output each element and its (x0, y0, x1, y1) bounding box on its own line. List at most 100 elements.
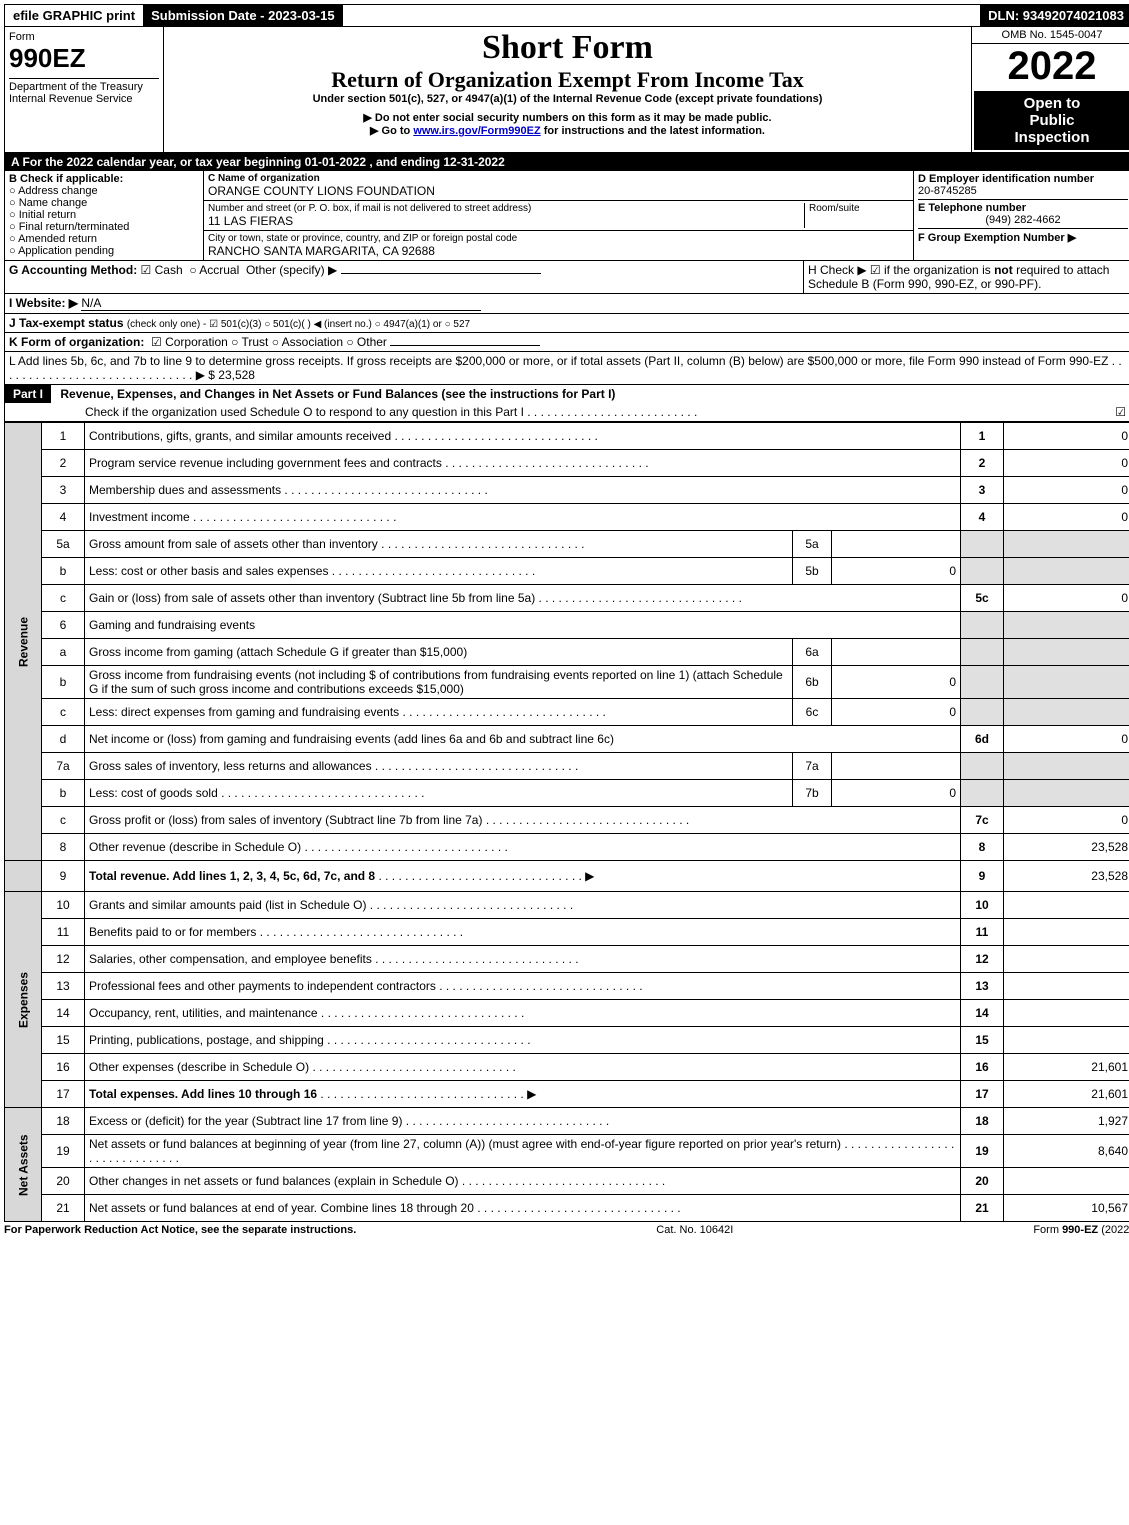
line-num: 1 (42, 423, 85, 450)
dots (375, 869, 582, 883)
table-row: 2 Program service revenue including gove… (5, 450, 1129, 477)
line-num: b (42, 558, 85, 585)
g-other-line[interactable] (341, 273, 541, 274)
table-row: d Net income or (loss) from gaming and f… (5, 726, 1129, 753)
k-other-line[interactable] (390, 345, 540, 346)
shade-cell (961, 753, 1004, 780)
lines-table: Revenue 1 Contributions, gifts, grants, … (4, 422, 1129, 1222)
line-num: 13 (42, 973, 85, 1000)
ssn-warning: ▶ Do not enter social security numbers o… (170, 111, 965, 124)
org-street: 11 LAS FIERAS (208, 214, 804, 228)
line-value (1004, 973, 1129, 1000)
b-final-return[interactable]: Final return/terminated (9, 221, 199, 233)
table-row: Revenue 1 Contributions, gifts, grants, … (5, 423, 1129, 450)
line-value (1004, 1000, 1129, 1027)
k-opts: ☑ Corporation ○ Trust ○ Association ○ Ot… (151, 335, 387, 349)
line-num: 6 (42, 612, 85, 639)
line-box: 6d (961, 726, 1004, 753)
line-value: 0 (1004, 450, 1129, 477)
b-application-pending[interactable]: Application pending (9, 245, 199, 257)
dots (317, 1087, 524, 1101)
c-addr-row: Number and street (or P. O. box, if mail… (204, 201, 913, 231)
line-value: 23,528 (1004, 861, 1129, 892)
sub-value (832, 531, 961, 558)
shade-cell (1004, 753, 1129, 780)
line-num: 5a (42, 531, 85, 558)
line-desc: Gross income from fundraising events (no… (85, 666, 793, 699)
line-num: b (42, 666, 85, 699)
line-box: 8 (961, 834, 1004, 861)
line-box: 9 (961, 861, 1004, 892)
e-label: E Telephone number (918, 199, 1128, 214)
top-bar: efile GRAPHIC print Submission Date - 20… (4, 4, 1129, 27)
line-value: 0 (1004, 504, 1129, 531)
line-desc: Printing, publications, postage, and shi… (85, 1027, 961, 1054)
line-box: 16 (961, 1054, 1004, 1081)
b-name-change[interactable]: Name change (9, 197, 199, 209)
header-left: Form 990EZ Department of the Treasury In… (5, 27, 164, 152)
line-value: 21,601 (1004, 1054, 1129, 1081)
sub-value: 0 (832, 699, 961, 726)
line-box: 18 (961, 1108, 1004, 1135)
sub-box: 5a (793, 531, 832, 558)
shade-cell (961, 558, 1004, 585)
part-i-checkbox[interactable] (1115, 405, 1126, 419)
cat-number: Cat. No. 10642I (656, 1224, 733, 1236)
shade-cell (1004, 612, 1129, 639)
line-value: 0 (1004, 477, 1129, 504)
line-desc: Other revenue (describe in Schedule O) (85, 834, 961, 861)
section-c: C Name of organization ORANGE COUNTY LIO… (204, 171, 913, 260)
line-num: 12 (42, 946, 85, 973)
table-row: 14 Occupancy, rent, utilities, and maint… (5, 1000, 1129, 1027)
line-box: 19 (961, 1135, 1004, 1168)
shade-cell (1004, 558, 1129, 585)
main-title: Return of Organization Exempt From Incom… (170, 67, 965, 93)
line-desc: Total revenue. Add lines 1, 2, 3, 4, 5c,… (85, 861, 961, 892)
line-desc: Grants and similar amounts paid (list in… (85, 892, 961, 919)
irs-label: Internal Revenue Service (9, 93, 159, 105)
b-amended-return[interactable]: Amended return (9, 233, 199, 245)
expenses-label: Expenses (5, 892, 42, 1108)
goto-link[interactable]: www.irs.gov/Form990EZ (413, 125, 540, 137)
line-num: d (42, 726, 85, 753)
phone-value: (949) 282-4662 (918, 214, 1128, 226)
table-row: 15 Printing, publications, postage, and … (5, 1027, 1129, 1054)
header-right: OMB No. 1545-0047 2022 Open to Public In… (971, 27, 1129, 152)
b-initial-return[interactable]: Initial return (9, 209, 199, 221)
line-value (1004, 1168, 1129, 1195)
b-address-change[interactable]: Address change (9, 185, 199, 197)
c-addr-label: Number and street (or P. O. box, if mail… (208, 203, 804, 214)
line-box: 10 (961, 892, 1004, 919)
shade-cell (1004, 699, 1129, 726)
line-box: 15 (961, 1027, 1004, 1054)
shade-cell (1004, 639, 1129, 666)
g-cash[interactable]: Cash (141, 263, 183, 277)
g-accrual[interactable]: Accrual (189, 263, 239, 277)
line-box: 2 (961, 450, 1004, 477)
sub-value: 0 (832, 666, 961, 699)
table-row: c Less: direct expenses from gaming and … (5, 699, 1129, 726)
section-h: H Check ▶ ☑ if the organization is not r… (803, 261, 1129, 293)
open-line-3: Inspection (980, 129, 1124, 146)
line-num: 9 (42, 861, 85, 892)
c-name-label: C Name of organization (208, 173, 909, 184)
b-title: B Check if applicable: (9, 173, 199, 185)
line-num: c (42, 699, 85, 726)
line-value: 0 (1004, 726, 1129, 753)
arrow-icon (524, 1087, 537, 1101)
line-value (1004, 919, 1129, 946)
section-b: B Check if applicable: Address change Na… (5, 171, 204, 260)
line-desc: Salaries, other compensation, and employ… (85, 946, 961, 973)
line-desc: Investment income (85, 504, 961, 531)
line-num: 14 (42, 1000, 85, 1027)
line-desc: Contributions, gifts, grants, and simila… (85, 423, 961, 450)
line-box: 21 (961, 1195, 1004, 1222)
j-row: J Tax-exempt status (check only one) - ☑… (4, 314, 1129, 333)
line-value (1004, 946, 1129, 973)
part-i-header: Part I Revenue, Expenses, and Changes in… (4, 385, 1129, 422)
line-num: 2 (42, 450, 85, 477)
line-desc: Benefits paid to or for members (85, 919, 961, 946)
g-other[interactable]: Other (specify) ▶ (246, 263, 337, 277)
sub-box: 6c (793, 699, 832, 726)
table-row: 21 Net assets or fund balances at end of… (5, 1195, 1129, 1222)
